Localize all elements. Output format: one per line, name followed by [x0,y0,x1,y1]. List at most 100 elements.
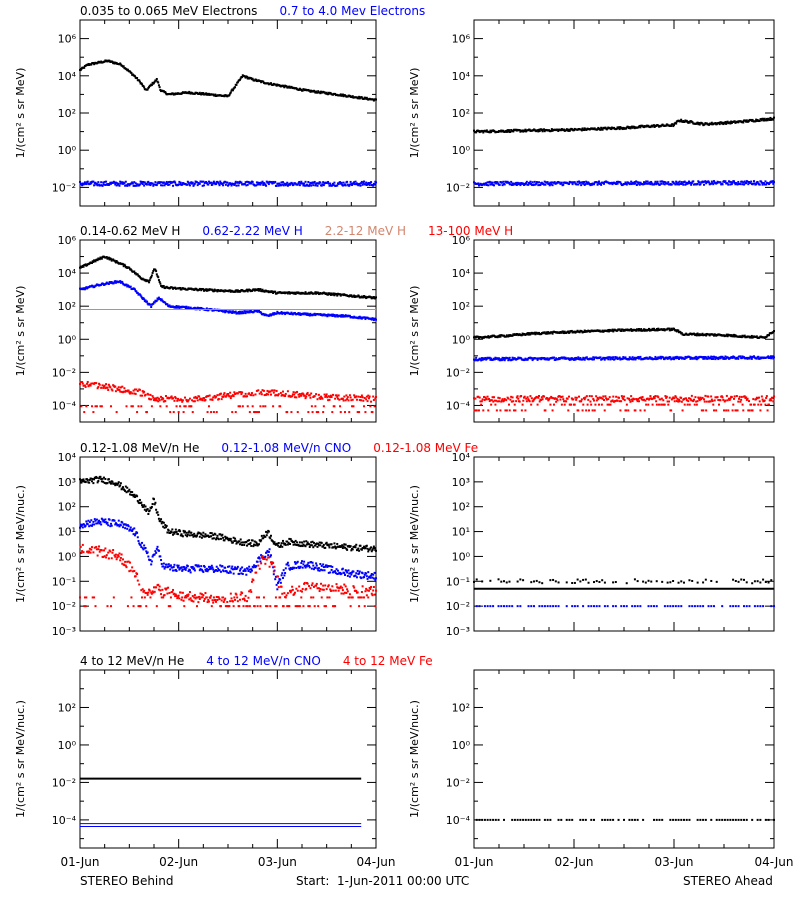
data-point [133,527,136,530]
data-point [141,296,144,299]
data-point [100,283,103,286]
data-point [81,479,84,482]
data-point [543,180,546,183]
data-point [593,358,595,361]
data-point [102,183,105,186]
y-tick-label: 10² [58,501,76,514]
data-point [637,398,640,401]
data-point [696,121,699,124]
data-point [593,399,595,402]
data-point [580,129,583,132]
data-point [187,181,190,184]
data-point [231,541,234,544]
data-point [645,182,648,185]
data-point [537,396,540,399]
data-point [305,313,308,316]
series-title: 2.2-12 MeV H [325,224,406,238]
data-point [215,395,218,398]
data-point [583,180,585,183]
data-point [659,355,662,358]
data-point [735,395,738,398]
data-point [210,181,213,184]
data-point [353,294,356,297]
data-point [617,127,620,130]
data-point [612,395,615,398]
data-point [213,288,216,291]
data-point [109,386,112,389]
data-point [675,122,678,125]
data-point [567,330,570,333]
data-point [745,398,748,401]
data-point [153,498,155,501]
data-point [666,182,669,185]
data-point [633,182,635,185]
series-title: 0.12-1.08 MeV/n He [80,441,199,455]
data-point [231,89,234,92]
data-point [280,311,283,314]
data-point [526,396,529,399]
data-point [342,95,345,98]
data-point [500,400,503,403]
data-point [94,519,97,522]
data-point [327,182,330,185]
data-point [597,398,600,401]
data-point [132,389,135,392]
data-point [489,183,492,186]
data-point [147,180,150,183]
data-point [334,397,337,400]
data-point [355,398,358,401]
data-point [236,181,239,184]
data-point [176,399,179,402]
data-point [595,399,598,402]
data-point [313,180,316,183]
data-point [88,481,91,484]
data-point [86,479,89,482]
y-tick-label: 10² [452,107,470,120]
data-point [625,183,628,186]
data-point [148,183,151,186]
data-point [568,128,570,131]
data-point [365,544,368,547]
data-point [490,181,493,184]
data-point [129,285,132,288]
data-point [100,477,103,480]
data-point [106,482,109,485]
data-point [280,542,283,545]
data-point [298,312,301,315]
data-point [750,336,753,339]
data-point [250,77,253,80]
data-point [114,390,117,393]
data-point [710,395,713,398]
data-point [201,534,204,537]
data-point [86,523,89,526]
data-point [118,184,121,187]
data-point [238,310,241,313]
data-point [375,549,377,552]
data-point [269,314,272,317]
data-point [248,539,251,542]
data-point [159,282,162,285]
data-point [309,396,312,399]
data-point [606,356,609,359]
data-point [370,400,373,403]
data-point [140,295,143,298]
data-point [568,182,570,185]
data-point [637,356,640,359]
data-point [346,180,349,183]
data-point [116,182,119,185]
data-point [172,184,175,187]
data-point [200,93,203,96]
data-point [743,395,746,398]
data-point [308,89,311,92]
data-point [214,93,217,96]
data-point [255,411,258,414]
data-point [281,390,284,393]
data-point [732,403,735,406]
data-point [287,183,290,186]
data-point [753,182,756,185]
data-point [595,181,598,184]
data-point [167,183,170,186]
data-point [618,356,621,359]
data-point [567,409,570,412]
data-point [623,395,625,398]
